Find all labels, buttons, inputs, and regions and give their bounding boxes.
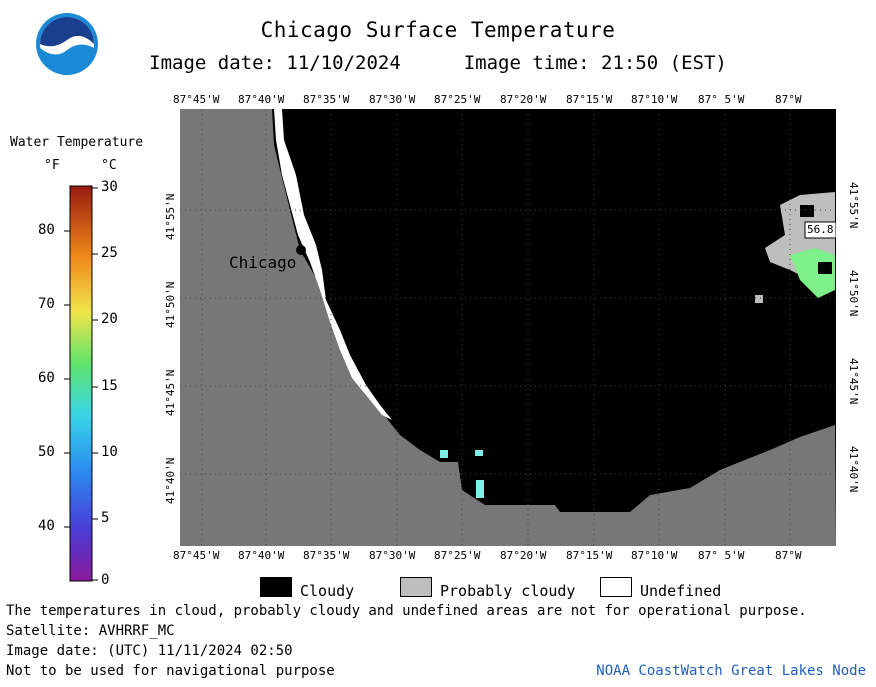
lon-label-top: 87°35'W bbox=[303, 93, 350, 106]
lon-label-bottom: 87°25'W bbox=[434, 549, 481, 562]
legend-f-tick: 70 bbox=[38, 296, 55, 312]
legend-f-tick: 80 bbox=[38, 222, 55, 238]
lon-label-top: 87°15'W bbox=[566, 93, 613, 106]
color-bar-ticks bbox=[64, 187, 98, 581]
legend-c-tick: 0 bbox=[101, 572, 110, 588]
lon-label-bottom: 87°15'W bbox=[566, 549, 613, 562]
undefined-swatch bbox=[600, 577, 632, 597]
lon-label-bottom: 87°40'W bbox=[238, 549, 285, 562]
probably-cloudy-label: Probably cloudy bbox=[440, 582, 576, 600]
map-area bbox=[180, 109, 836, 546]
chicago-label: Chicago bbox=[229, 253, 297, 272]
footer-note: The temperatures in cloud, probably clou… bbox=[6, 603, 807, 619]
lon-label-bottom: 87°35'W bbox=[303, 549, 350, 562]
lon-label-bottom: 87°10'W bbox=[631, 549, 678, 562]
lon-label-top: 87°10'W bbox=[631, 93, 678, 106]
temperature-color-bar bbox=[69, 185, 93, 582]
lat-label-left: 41°45'N bbox=[164, 369, 177, 416]
image-time: Image time: 21:50 (EST) bbox=[463, 52, 727, 74]
image-date: Image date: 11/10/2024 bbox=[149, 52, 401, 74]
chicago-marker bbox=[296, 245, 306, 255]
buoy-temperature-label: 56.8 bbox=[807, 223, 834, 236]
lat-label-left: 41°40'N bbox=[164, 457, 177, 504]
probably-cloudy-swatch bbox=[400, 577, 432, 597]
buoy-box bbox=[804, 221, 836, 239]
lon-label-top: 87°W bbox=[775, 93, 802, 106]
lon-label-bottom: 87° 5'W bbox=[698, 549, 745, 562]
lon-label-bottom: 87°45'W bbox=[173, 549, 220, 562]
lon-label-top: 87°25'W bbox=[434, 93, 481, 106]
lon-label-top: 87°40'W bbox=[238, 93, 285, 106]
legend-c-tick: 15 bbox=[101, 378, 118, 394]
lon-label-bottom: 87°30'W bbox=[369, 549, 416, 562]
legend-f-tick: 40 bbox=[38, 518, 55, 534]
lon-label-top: 87°20'W bbox=[500, 93, 547, 106]
lat-label-right: 41°55'N bbox=[847, 182, 860, 229]
lat-label-right: 41°45'N bbox=[847, 358, 860, 405]
legend-c-tick: 20 bbox=[101, 311, 118, 327]
lon-label-top: 87° 5'W bbox=[698, 93, 745, 106]
lon-label-bottom: 87°20'W bbox=[500, 549, 547, 562]
legend-unit-c: °C bbox=[101, 158, 117, 173]
lat-label-right: 41°40'N bbox=[847, 446, 860, 493]
legend-unit-f: °F bbox=[44, 158, 60, 173]
legend-title: Water Temperature bbox=[10, 135, 144, 150]
legend-f-tick: 50 bbox=[38, 444, 55, 460]
footer-nav-warning: Not to be used for navigational purpose bbox=[6, 663, 335, 679]
undefined-label: Undefined bbox=[640, 582, 722, 600]
warm-water-patch bbox=[790, 248, 835, 298]
lat-label-left: 41°55'N bbox=[164, 193, 177, 240]
footer-satellite: Satellite: AVHRRF_MC bbox=[6, 623, 175, 639]
legend-c-tick: 25 bbox=[101, 245, 118, 261]
lon-label-top: 87°30'W bbox=[369, 93, 416, 106]
page-title: Chicago Surface Temperature bbox=[260, 18, 616, 42]
land bbox=[180, 109, 836, 546]
legend-c-tick: 10 bbox=[101, 444, 118, 460]
lat-label-left: 41°50'N bbox=[164, 281, 177, 328]
lat-label-right: 41°50'N bbox=[847, 270, 860, 317]
footer-utc-date: Image date: (UTC) 11/11/2024 02:50 bbox=[6, 643, 293, 659]
legend-c-tick: 5 bbox=[101, 510, 110, 526]
legend-f-tick: 60 bbox=[38, 370, 55, 386]
noaa-logo-icon bbox=[36, 13, 98, 75]
cloudy-label: Cloudy bbox=[300, 582, 355, 600]
legend-c-tick: 30 bbox=[101, 179, 118, 195]
image-datetime: Image date: 11/10/2024 Image time: 21:50… bbox=[0, 52, 876, 74]
lon-label-top: 87°45'W bbox=[173, 93, 220, 106]
footer-node-link[interactable]: NOAA CoastWatch Great Lakes Node bbox=[596, 663, 866, 679]
cloudy-swatch bbox=[260, 577, 292, 597]
lon-label-bottom: 87°W bbox=[775, 549, 802, 562]
